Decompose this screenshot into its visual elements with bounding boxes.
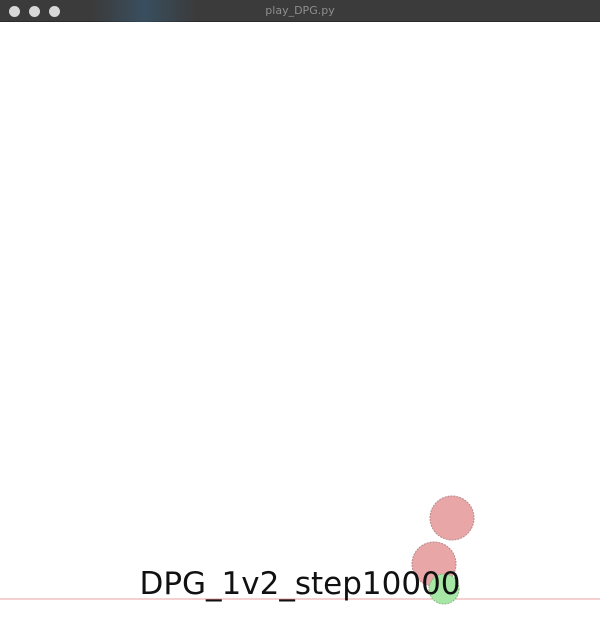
episode-caption: DPG_1v2_step10000 <box>139 566 461 602</box>
close-window-button[interactable] <box>9 6 20 17</box>
title-bar[interactable]: play_DPG.py <box>0 0 600 22</box>
titlebar-highlight <box>92 0 196 22</box>
scene-svg <box>0 495 600 605</box>
render-canvas: DPG_1v2_step10000 <box>0 22 600 621</box>
minimize-window-button[interactable] <box>29 6 40 17</box>
maximize-window-button[interactable] <box>49 6 60 17</box>
good-agent <box>428 573 460 605</box>
adversary-agent-1 <box>429 495 475 541</box>
window-title: play_DPG.py <box>265 4 335 17</box>
